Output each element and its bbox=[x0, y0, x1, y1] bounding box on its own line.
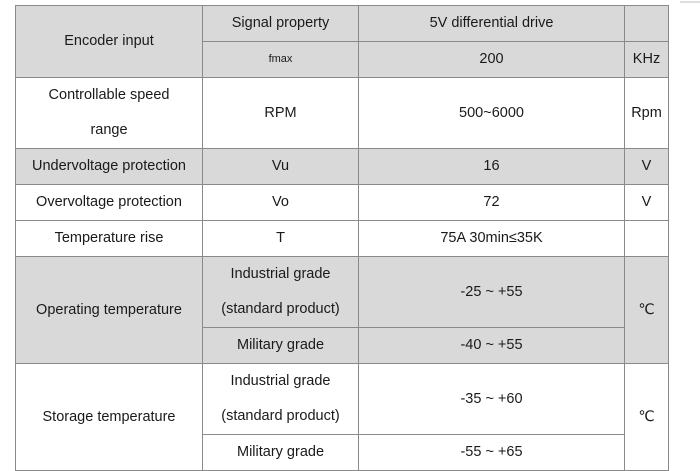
table-row: Storage temperature Industrial grade (sta… bbox=[15, 363, 669, 471]
overvoltage-symbol-cell: Vo bbox=[202, 184, 359, 221]
table-row: Military grade -55 ~ +65 bbox=[16, 434, 669, 471]
storage-military-cell: Military grade bbox=[202, 434, 359, 471]
storage-unit-cell: ℃ bbox=[624, 363, 669, 471]
empty-cell bbox=[624, 220, 669, 257]
overvoltage-unit-cell: V bbox=[624, 184, 669, 221]
storage-temp-label-cell: Storage temperature bbox=[15, 363, 203, 471]
table-row: Overvoltage protection Vo 72 V bbox=[15, 184, 669, 221]
storage-industrial-line2: (standard product) bbox=[221, 408, 340, 424]
speed-label-line1: Controllable speed bbox=[48, 87, 170, 103]
fmax-value-cell: 200 bbox=[358, 41, 625, 78]
undervoltage-value-cell: 16 bbox=[358, 148, 625, 185]
crop-edge-mark bbox=[680, 1, 700, 3]
table-row: Operating temperature Industrial grade (s… bbox=[15, 256, 669, 364]
signal-property-cell: Signal property bbox=[202, 5, 359, 42]
storage-military-value-cell: -55 ~ +65 bbox=[358, 434, 625, 471]
speed-label-cell: Controllable speed range bbox=[15, 77, 203, 149]
speed-unit-cell: Rpm bbox=[624, 77, 669, 149]
table-row: fmax 200 KHz bbox=[16, 41, 669, 78]
fmax-unit-cell: KHz bbox=[624, 41, 669, 78]
temperature-rise-label-cell: Temperature rise bbox=[15, 220, 203, 257]
storage-industrial-cell: Industrial grade (standard product) bbox=[202, 363, 359, 435]
speed-symbol-cell: RPM bbox=[202, 77, 359, 149]
empty-cell bbox=[624, 5, 669, 42]
temperature-rise-symbol-cell: T bbox=[202, 220, 359, 257]
overvoltage-label-cell: Overvoltage protection bbox=[15, 184, 203, 221]
temperature-rise-value-cell: 75A 30min≤35K bbox=[358, 220, 625, 257]
operating-industrial-line2: (standard product) bbox=[221, 301, 340, 317]
table-row: Controllable speed range RPM 500~6000 Rpm bbox=[15, 77, 669, 149]
operating-industrial-cell: Industrial grade (standard product) bbox=[202, 256, 359, 328]
table-row: Military grade -40 ~ +55 bbox=[16, 327, 669, 364]
table-row: Undervoltage protection Vu 16 V bbox=[15, 148, 669, 185]
table-row: Temperature rise T 75A 30min≤35K bbox=[15, 220, 669, 257]
undervoltage-symbol-cell: Vu bbox=[202, 148, 359, 185]
storage-industrial-value-cell: -35 ~ +60 bbox=[358, 363, 625, 435]
operating-military-value-cell: -40 ~ +55 bbox=[358, 327, 625, 364]
encoder-input-label: Encoder input bbox=[15, 5, 203, 78]
operating-industrial-value-cell: -25 ~ +55 bbox=[358, 256, 625, 328]
speed-value-cell: 500~6000 bbox=[358, 77, 625, 149]
speed-label-line2: range bbox=[90, 122, 128, 138]
operating-temp-label-cell: Operating temperature bbox=[15, 256, 203, 364]
fmax-symbol-cell: fmax bbox=[202, 41, 359, 78]
operating-military-cell: Military grade bbox=[202, 327, 359, 364]
operating-industrial-line1: Industrial grade bbox=[230, 266, 331, 282]
operating-unit-cell: ℃ bbox=[624, 256, 669, 364]
table-row: Encoder input Signal property 5V differe… bbox=[15, 5, 669, 78]
overvoltage-value-cell: 72 bbox=[358, 184, 625, 221]
undervoltage-label-cell: Undervoltage protection bbox=[15, 148, 203, 185]
spec-table: Encoder input Signal property 5V differe… bbox=[15, 5, 669, 471]
undervoltage-unit-cell: V bbox=[624, 148, 669, 185]
storage-industrial-line1: Industrial grade bbox=[230, 373, 331, 389]
drive-cell: 5V differential drive bbox=[358, 5, 625, 42]
